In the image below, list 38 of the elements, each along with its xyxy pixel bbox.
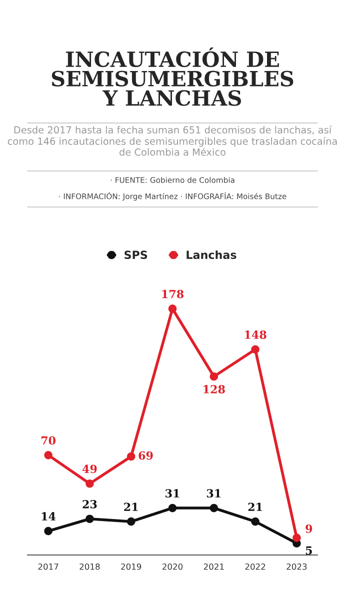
point bbox=[292, 534, 301, 542]
point bbox=[126, 517, 136, 526]
data-label: 14 bbox=[42, 512, 56, 520]
point bbox=[44, 526, 52, 536]
data-label: 148 bbox=[245, 330, 266, 339]
data-label: 21 bbox=[248, 502, 262, 511]
point bbox=[210, 372, 218, 381]
x-tick-label: 2020 bbox=[162, 563, 183, 570]
chart-title: INCAUTACIÓN DE SEMISUMERGIBLES Y LANCHAS bbox=[52, 48, 294, 106]
data-label: 5 bbox=[306, 546, 312, 555]
x-tick-label: 2022 bbox=[245, 563, 266, 570]
data-label: 23 bbox=[82, 500, 97, 508]
x-tick-label: 2019 bbox=[121, 563, 142, 570]
legend-label: Lanchas bbox=[186, 250, 236, 260]
point bbox=[44, 450, 52, 460]
point bbox=[86, 479, 94, 488]
point bbox=[210, 504, 218, 512]
x-tick-label: 2017 bbox=[38, 563, 58, 570]
point bbox=[251, 517, 260, 526]
data-label: 31 bbox=[206, 489, 221, 498]
point bbox=[251, 345, 260, 354]
data-label: 31 bbox=[166, 489, 180, 498]
data-label: 21 bbox=[124, 502, 138, 511]
data-label: 69 bbox=[138, 451, 153, 460]
data-label: 49 bbox=[82, 464, 97, 474]
x-tick-label: 2021 bbox=[204, 563, 224, 570]
point bbox=[86, 514, 94, 524]
data-label: 9 bbox=[306, 524, 312, 533]
point bbox=[168, 504, 177, 512]
x-tick-label: 2023 bbox=[286, 563, 307, 570]
data-label: 70 bbox=[41, 436, 56, 445]
data-label: 128 bbox=[204, 385, 225, 394]
data-label: 178 bbox=[162, 290, 184, 298]
chart-subtitle: Desde 2017 hasta la fecha suman 651 decomisos de lanchas, así como 146 incautaciones de semisumergibles que trasladan cocaína de Colombia a México bbox=[8, 126, 337, 156]
legend-label: SPS bbox=[124, 250, 148, 260]
point bbox=[168, 304, 177, 313]
point bbox=[126, 452, 136, 461]
x-tick-label: 2018 bbox=[80, 563, 100, 570]
